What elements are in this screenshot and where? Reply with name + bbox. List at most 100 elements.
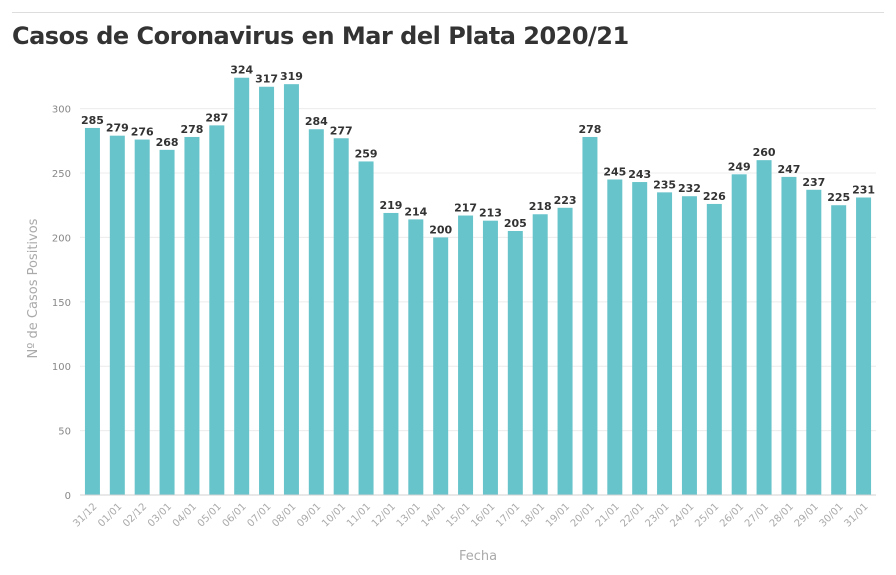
data-label: 235 [653,178,676,191]
data-label: 278 [578,123,601,136]
x-tick-label: 14/01 [420,501,448,529]
x-tick-label: 25/01 [693,501,721,529]
x-tick-label: 31/01 [843,501,871,529]
bar [532,214,548,495]
data-label: 245 [603,165,626,178]
data-label: 214 [404,205,427,218]
x-tick-label: 21/01 [594,501,622,529]
data-label: 268 [156,136,179,149]
bar [582,136,598,495]
x-tick-label: 16/01 [469,501,497,529]
data-label: 237 [802,176,825,189]
x-tick-label: 26/01 [718,501,746,529]
x-tick-label: 31/12 [71,501,99,529]
x-tick-label: 13/01 [395,501,423,529]
x-tick-label: 24/01 [668,501,696,529]
data-label: 232 [678,182,701,195]
bar [731,174,747,495]
data-label: 213 [479,207,502,220]
x-tick-label: 29/01 [793,501,821,529]
bar [209,125,225,495]
data-label: 278 [180,123,203,136]
bar [557,207,573,495]
data-label: 317 [255,73,278,86]
bar [383,212,399,496]
data-label: 285 [81,114,104,127]
bar [283,84,299,496]
data-label: 225 [827,191,850,204]
bar [632,182,648,495]
data-label: 218 [529,200,552,213]
x-axis-ticks: 31/1201/0102/1203/0104/0105/0106/0107/01… [71,501,870,529]
bar [806,189,822,496]
data-label: 243 [628,168,651,181]
y-tick-label: 200 [52,233,71,244]
data-label: 324 [230,64,253,77]
data-label: 205 [504,217,527,230]
bar [458,215,474,495]
bar [408,219,424,496]
x-tick-label: 27/01 [743,501,771,529]
y-axis-ticks: 0 50 100 150 200 250 300 [52,105,71,502]
x-tick-label: 02/12 [121,501,149,529]
bar [433,237,449,495]
x-tick-label: 20/01 [569,501,597,529]
y-tick-label: 100 [52,362,71,373]
data-label: 231 [852,184,875,197]
data-label: 284 [305,115,328,128]
bar [482,220,498,495]
data-label: 260 [753,146,776,159]
bar [234,77,250,496]
bar [856,197,872,495]
data-label: 287 [205,111,228,124]
bar [84,127,100,496]
data-label: 249 [728,160,751,173]
top-divider [12,12,884,13]
bar [134,139,150,495]
data-label: 200 [429,223,452,236]
x-tick-label: 07/01 [246,501,274,529]
x-tick-label: 28/01 [768,501,796,529]
y-tick-label: 50 [58,427,71,438]
bar [333,138,349,495]
data-label: 259 [355,147,378,160]
x-tick-label: 10/01 [320,501,348,529]
x-tick-label: 30/01 [818,501,846,529]
y-tick-label: 250 [52,169,71,180]
x-tick-label: 17/01 [494,501,522,529]
bar [109,135,125,495]
bar [681,196,697,495]
bars [84,77,872,496]
data-label: 223 [554,194,577,207]
bar [657,192,673,495]
bar [159,149,175,495]
data-label: 219 [379,199,402,212]
data-label: 277 [330,124,353,137]
x-tick-label: 03/01 [146,501,174,529]
y-tick-label: 0 [65,491,71,502]
x-tick-label: 11/01 [345,501,373,529]
bar [184,136,200,495]
x-tick-label: 12/01 [370,501,398,529]
x-tick-label: 01/01 [96,501,124,529]
chart-title: Casos de Coronavirus en Mar del Plata 20… [12,22,629,50]
x-axis-title: Fecha [459,549,497,564]
bar [756,160,772,495]
y-axis-title: Nº de Casos Positivos [26,218,41,358]
y-tick-label: 300 [52,105,71,116]
data-label: 276 [131,126,154,139]
bar [831,205,847,495]
bar [607,179,623,495]
data-label: 247 [777,163,800,176]
bar [259,86,275,495]
x-tick-label: 06/01 [221,501,249,529]
data-label: 319 [280,70,303,83]
x-tick-label: 22/01 [619,501,647,529]
bar [706,203,722,495]
data-label: 226 [703,190,726,203]
x-tick-label: 23/01 [644,501,672,529]
bar [507,230,523,495]
x-tick-label: 04/01 [171,501,199,529]
